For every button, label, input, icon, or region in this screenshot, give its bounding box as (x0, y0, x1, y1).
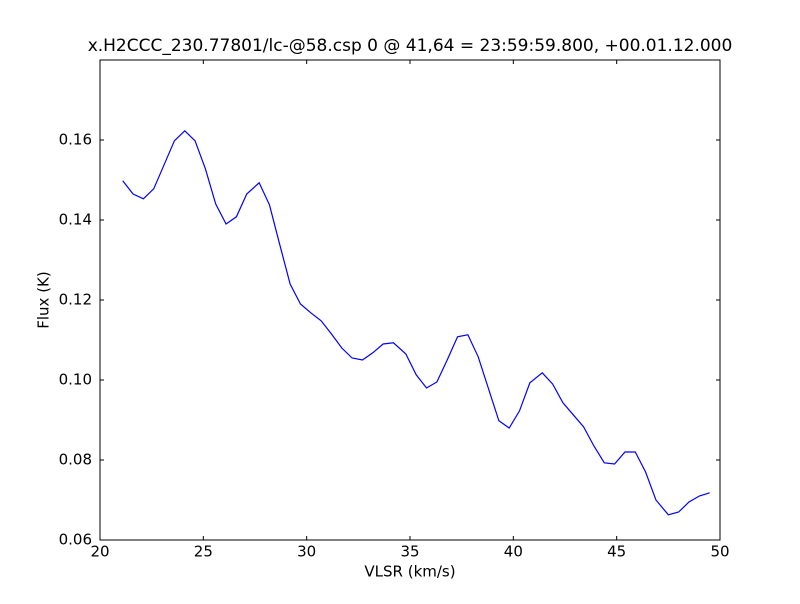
data-line (122, 129, 710, 516)
y-tick-label: 0.14 (59, 211, 92, 229)
plot-frame (99, 59, 721, 541)
y-tick-label: 0.12 (59, 291, 92, 309)
y-tick-label: 0.10 (59, 371, 92, 389)
y-tick-label: 0.06 (59, 531, 92, 549)
x-tick-label: 25 (194, 543, 213, 561)
x-tick-label: 40 (504, 543, 523, 561)
chart-title: x.H2CCC_230.77801/lc-@58.csp 0 @ 41,64 =… (88, 36, 733, 56)
x-tick-label: 20 (90, 543, 109, 561)
y-tick-label: 0.16 (59, 131, 92, 149)
x-axis-label: VLSR (km/s) (364, 563, 455, 581)
x-tick-label: 35 (400, 543, 419, 561)
x-tick-label: 30 (297, 543, 316, 561)
y-tick-label: 0.08 (59, 451, 92, 469)
x-tick-label: 50 (710, 543, 729, 561)
y-axis-label: Flux (K) (35, 271, 53, 329)
x-tick-label: 45 (607, 543, 626, 561)
